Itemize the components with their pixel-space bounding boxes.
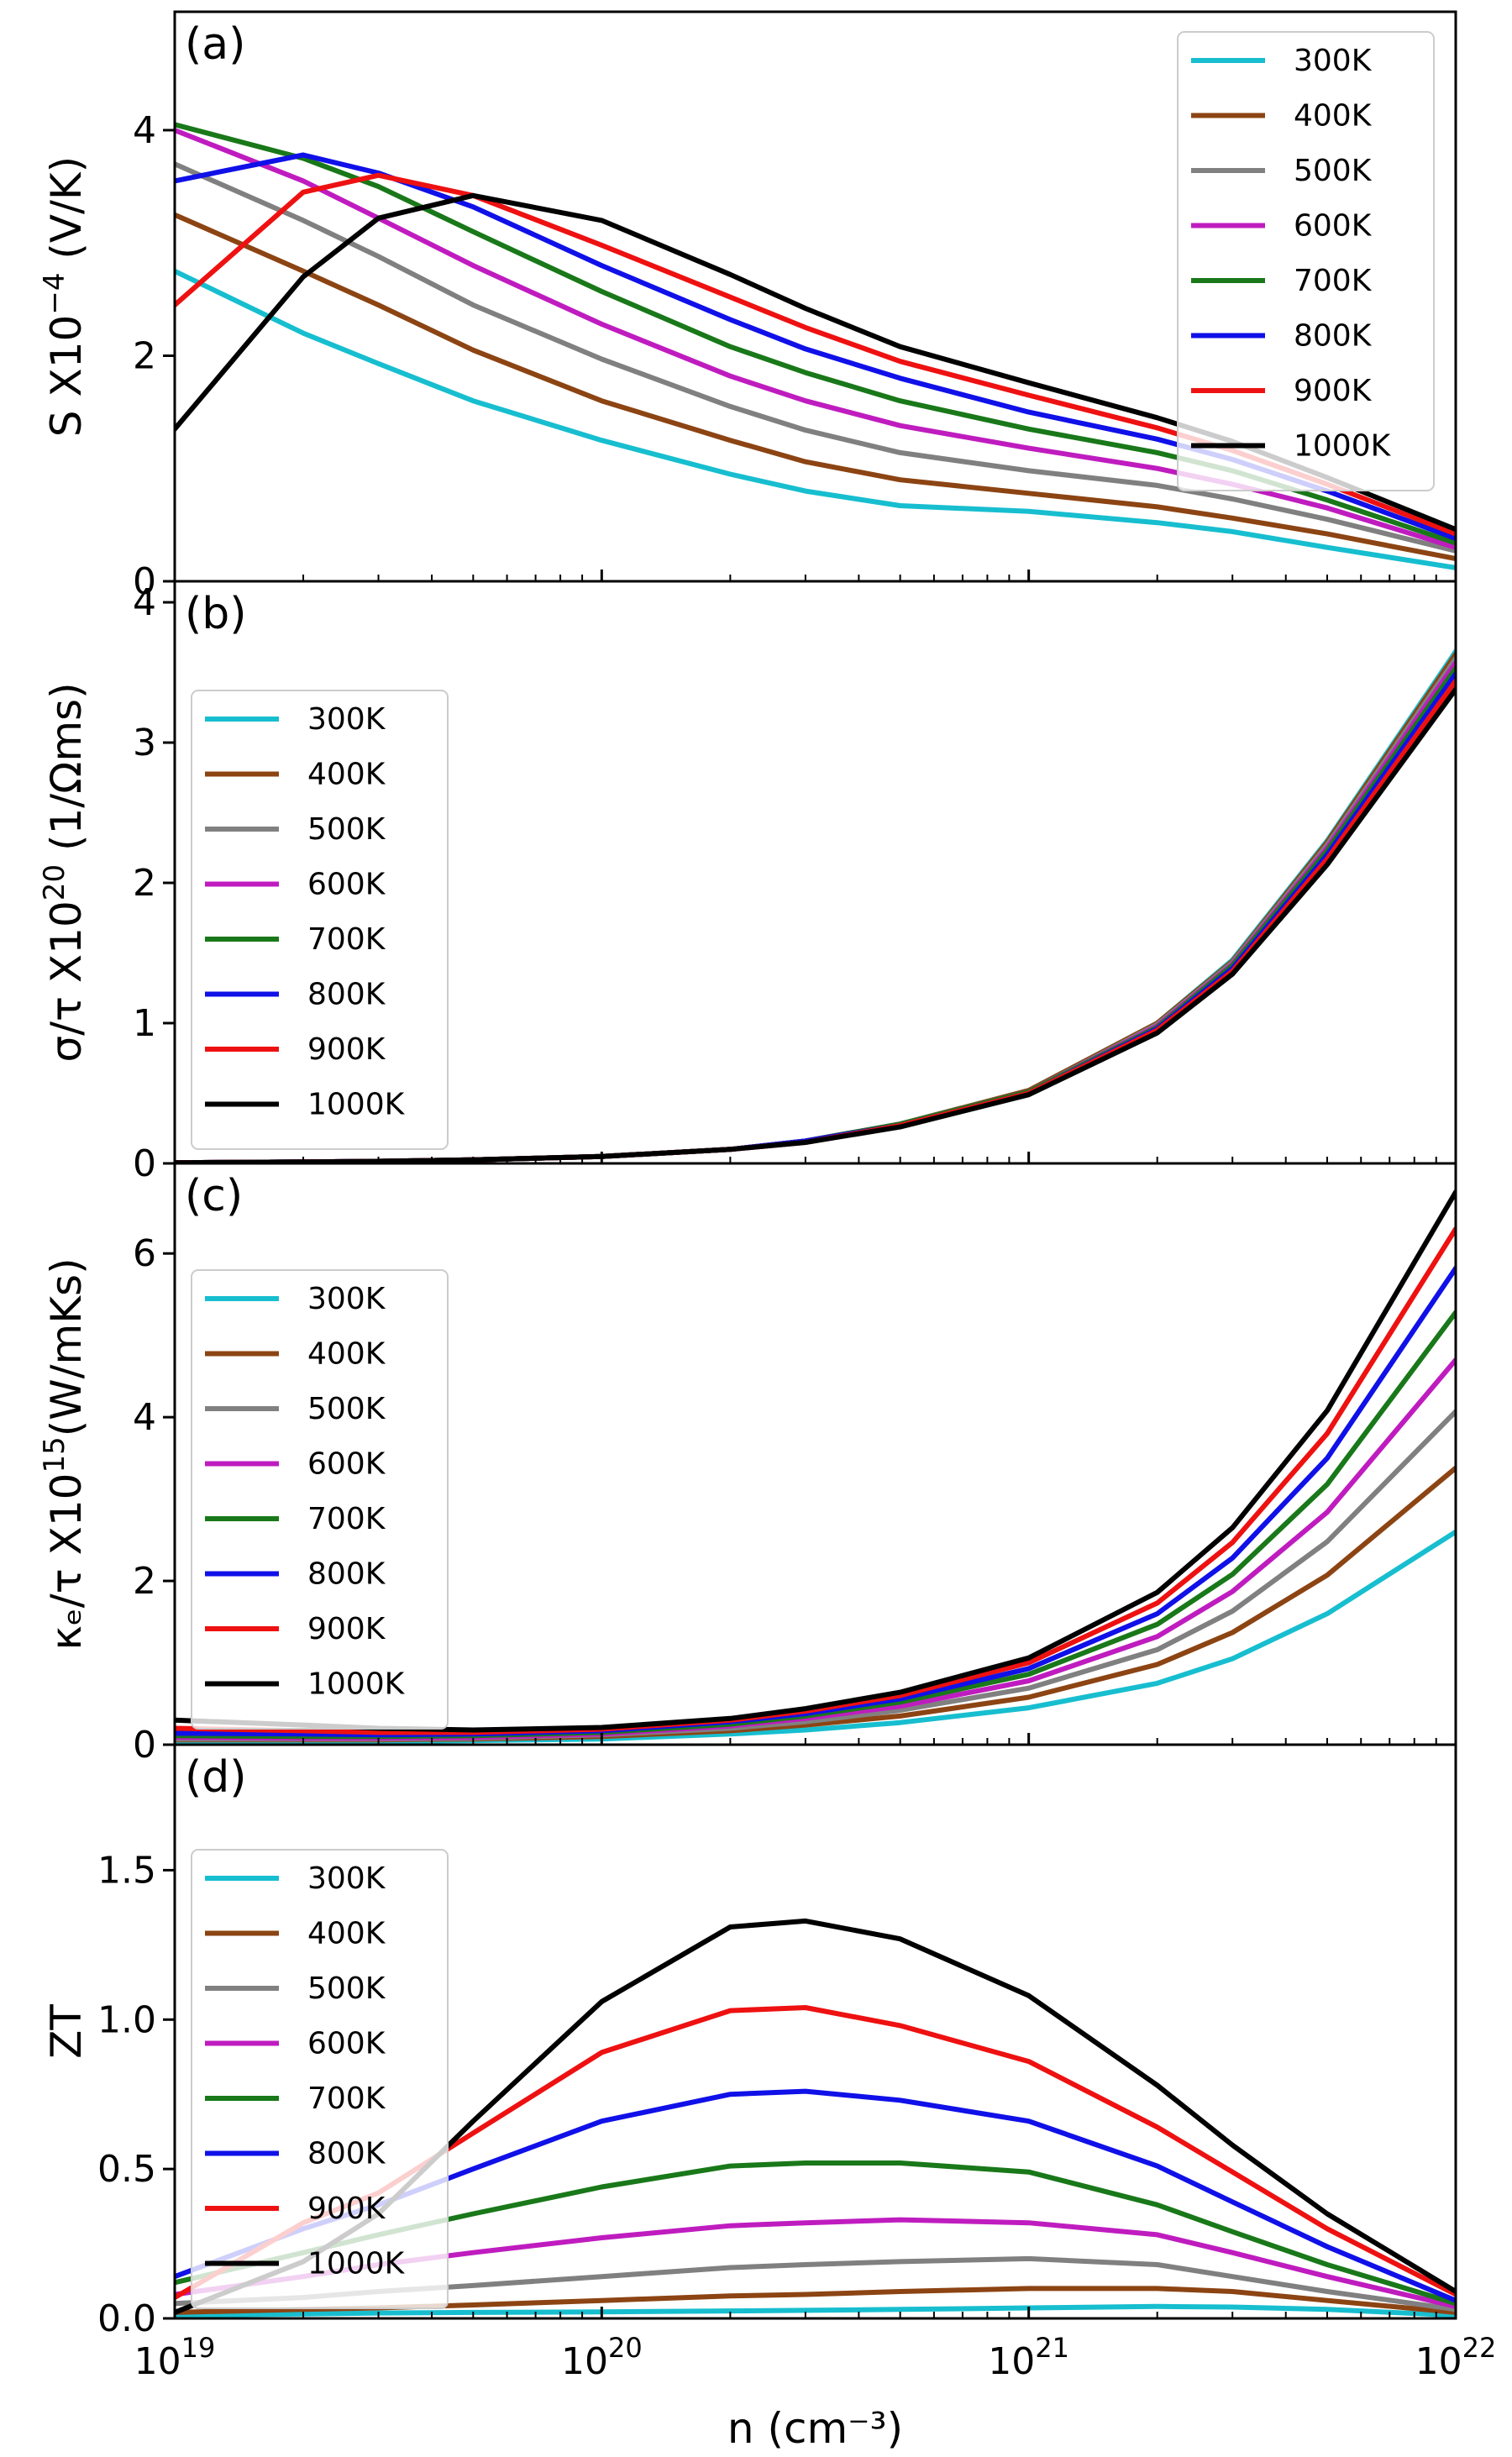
series-line-500K bbox=[175, 161, 1456, 554]
y-tick-label: 0 bbox=[133, 1142, 156, 1185]
series-line-400K bbox=[175, 212, 1456, 562]
legend-box bbox=[191, 690, 449, 1150]
panel-a: 0 2 4 (a) S X10−4 (V/K) 300K 400K 500K 600K 700K 8… bbox=[38, 10, 1457, 603]
legend-label: 700K bbox=[307, 922, 386, 957]
x-tick-base: 10 bbox=[988, 2340, 1035, 2383]
x-tick-exponent: 21 bbox=[1035, 2332, 1069, 2364]
legend-label: 800K bbox=[307, 2137, 386, 2171]
x-tick-label: 1021 bbox=[988, 2332, 1069, 2383]
x-tick-label: 1019 bbox=[134, 2332, 216, 2383]
legend-label: 500K bbox=[307, 1392, 386, 1426]
legend-label: 500K bbox=[307, 812, 386, 847]
legend-label: 900K bbox=[307, 2192, 386, 2226]
legend-label: 300K bbox=[307, 1282, 386, 1316]
legend-label: 300K bbox=[307, 1861, 386, 1896]
legend-label: 400K bbox=[1294, 99, 1373, 134]
y-axis-label-exponent: −4 bbox=[38, 273, 71, 315]
y-tick-label: 4 bbox=[133, 109, 156, 152]
legend-label: 500K bbox=[1294, 154, 1373, 188]
legend-box bbox=[191, 1849, 449, 2309]
y-tick-label: 0.0 bbox=[97, 2297, 156, 2340]
legend-box bbox=[191, 1269, 449, 1730]
legend-label: 900K bbox=[307, 1032, 386, 1067]
legend-label: 600K bbox=[1294, 209, 1373, 244]
y-axis-label-main: ZT bbox=[42, 2004, 91, 2059]
panel-label: (c) bbox=[185, 1171, 243, 1221]
legend-label: 700K bbox=[1294, 264, 1373, 298]
y-tick-label: 6 bbox=[133, 1232, 156, 1275]
legend-label: 800K bbox=[307, 978, 386, 1012]
x-tick-exponent: 19 bbox=[181, 2332, 216, 2364]
x-tick-base: 10 bbox=[1415, 2340, 1462, 2383]
legend-label: 1000K bbox=[307, 2247, 406, 2281]
legend-label: 800K bbox=[1294, 319, 1373, 354]
legend-label: 400K bbox=[307, 1337, 386, 1372]
x-tick-label: 1020 bbox=[561, 2332, 643, 2383]
y-tick-label: 3 bbox=[133, 722, 156, 764]
y-tick-label: 0 bbox=[133, 1724, 156, 1767]
legend-label: 700K bbox=[307, 1502, 386, 1536]
y-axis-label-main: κₑ/τ X10 bbox=[42, 1473, 91, 1651]
y-tick-label: 0.5 bbox=[97, 2148, 156, 2191]
y-tick-label: 1 bbox=[133, 1002, 156, 1045]
y-axis-label-main: σ/τ X10 bbox=[42, 900, 91, 1062]
panel-c: 0 2 4 6 (c) κₑ/τ X1015(W/mKs) 300K 400K 500K 600K… bbox=[38, 1162, 1457, 1767]
legend-label: 900K bbox=[307, 1612, 386, 1646]
x-tick-base: 10 bbox=[134, 2340, 181, 2383]
y-axis-label-unit: (W/mKs) bbox=[42, 1257, 91, 1436]
panel-b: 0 1 2 3 4 (b) σ/τ X1020 (1/Ωms) 300K 400K 500K 600… bbox=[38, 580, 1457, 1185]
axes-frame bbox=[173, 1743, 1457, 2320]
y-tick-label: 4 bbox=[133, 1396, 156, 1439]
legend-label: 300K bbox=[1294, 44, 1373, 78]
legend-label: 600K bbox=[307, 2027, 386, 2061]
legend-label: 1000K bbox=[307, 1667, 406, 1702]
x-tick-base: 10 bbox=[561, 2340, 608, 2383]
y-axis-label-exponent: 20 bbox=[38, 864, 71, 900]
y-axis-label: S X10−4 (V/K) bbox=[38, 156, 91, 437]
legend-label: 600K bbox=[307, 1447, 386, 1482]
y-axis-label-unit: (1/Ωms) bbox=[42, 682, 91, 864]
y-axis-label-exponent: 15 bbox=[38, 1436, 71, 1473]
y-tick-label: 1.5 bbox=[97, 1849, 156, 1892]
y-tick-label: 1.0 bbox=[97, 1998, 156, 2041]
legend-label: 500K bbox=[307, 1971, 386, 2006]
y-tick-label: 4 bbox=[133, 581, 156, 624]
legend-label: 600K bbox=[307, 868, 386, 902]
y-tick-label: 0 bbox=[133, 560, 156, 603]
legend-label: 300K bbox=[307, 702, 386, 737]
legend-label: 400K bbox=[307, 1917, 386, 1951]
legend-label: 800K bbox=[307, 1557, 386, 1592]
x-tick-exponent: 22 bbox=[1462, 2332, 1497, 2364]
legend-label: 400K bbox=[307, 758, 386, 792]
y-axis-label-unit: (V/K) bbox=[42, 156, 91, 273]
x-tick-label: 1022 bbox=[1415, 2332, 1497, 2383]
panel-label: (d) bbox=[185, 1752, 247, 1803]
legend-label: 700K bbox=[307, 2082, 386, 2116]
y-axis-label: σ/τ X1020 (1/Ωms) bbox=[38, 682, 91, 1062]
y-axis-label-main: S X10 bbox=[42, 315, 91, 438]
y-tick-label: 2 bbox=[133, 1560, 156, 1603]
legend: 300K 400K 500K 600K 700K 800K 900K 1000K bbox=[191, 1849, 449, 2309]
legend: 300K 400K 500K 600K 700K 800K 900K 1000K bbox=[1177, 31, 1435, 491]
x-tick-exponent: 20 bbox=[608, 2332, 643, 2364]
panel-label: (b) bbox=[185, 589, 247, 639]
legend-label: 1000K bbox=[307, 1088, 406, 1122]
y-tick-label: 2 bbox=[133, 334, 156, 377]
legend-label: 1000K bbox=[1294, 429, 1392, 464]
legend-box bbox=[1177, 31, 1435, 491]
y-axis-label: ZT bbox=[42, 2004, 91, 2059]
series-line-300K bbox=[175, 268, 1456, 570]
x-axis-label: n (cm⁻³) bbox=[727, 2404, 903, 2453]
panel-d: 0.0 0.5 1.0 1.5 (d) ZT 300K 400K 500K 600K 700K 800… bbox=[42, 1743, 1457, 2340]
legend-label: 900K bbox=[1294, 374, 1373, 408]
panel-label: (a) bbox=[185, 19, 245, 70]
legend: 300K 400K 500K 600K 700K 800K 900K 1000K bbox=[191, 690, 449, 1150]
series-lines bbox=[175, 122, 1456, 570]
legend: 300K 400K 500K 600K 700K 800K 900K 1000K bbox=[191, 1269, 449, 1730]
y-axis-label: κₑ/τ X1015(W/mKs) bbox=[38, 1257, 91, 1650]
y-tick-label: 2 bbox=[133, 862, 156, 905]
